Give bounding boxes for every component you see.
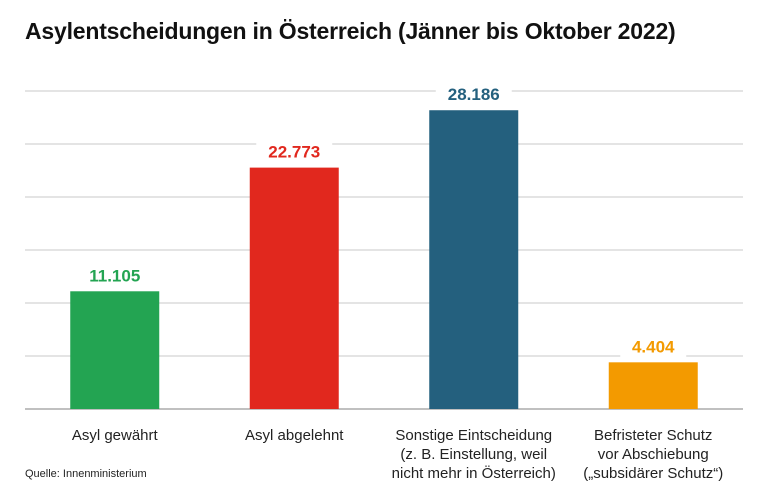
source-note: Quelle: Innenministerium [25, 468, 147, 480]
value-label: 22.773 [256, 140, 333, 165]
category-label: („subsidärer Schutz“) [583, 465, 723, 482]
category-label: Asyl abgelehnt [245, 427, 344, 444]
svg-text:28.186: 28.186 [448, 85, 500, 104]
value-label: 4.404 [620, 335, 687, 360]
category-label: Befristeter Schutz [594, 427, 712, 444]
svg-text:22.773: 22.773 [268, 143, 320, 162]
value-label: 11.105 [76, 264, 153, 289]
category-label: (z. B. Einstellung, weil [400, 446, 547, 463]
category-labels: Asyl gewährt Asyl abgelehnt Sonstige Eints… [72, 427, 723, 482]
category-label: nicht mehr in Österreich) [392, 464, 556, 482]
svg-text:11.105: 11.105 [89, 266, 140, 285]
bar [249, 167, 339, 409]
bars [70, 110, 698, 410]
bar [70, 291, 160, 409]
chart-title: Asylentscheidungen in Österreich (Jänner… [25, 18, 676, 44]
bar [608, 362, 698, 409]
value-labels: 11.105 22.773 28.186 4.404 [76, 83, 687, 360]
svg-text:4.404: 4.404 [632, 337, 675, 356]
category-label: vor Abschiebung [598, 446, 709, 463]
value-label: 28.186 [435, 83, 512, 108]
category-label: Asyl gewährt [72, 427, 159, 444]
bar [429, 110, 519, 410]
category-label: Sonstige Eintscheidung [395, 427, 552, 444]
